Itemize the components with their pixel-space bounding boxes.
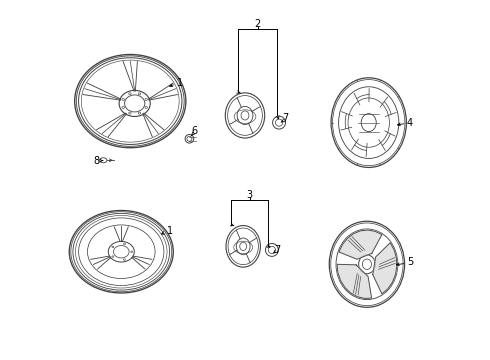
Text: 7: 7 [282,113,289,123]
Text: 7: 7 [274,245,280,255]
Text: 6: 6 [191,126,197,135]
Polygon shape [339,230,382,259]
Text: 3: 3 [246,190,253,200]
Text: 1: 1 [167,226,173,236]
Polygon shape [337,264,371,298]
Text: 8: 8 [93,156,99,166]
Text: 2: 2 [254,19,261,29]
Text: 4: 4 [407,118,413,128]
Text: 5: 5 [407,257,413,267]
Text: 1: 1 [177,78,183,88]
Polygon shape [373,243,397,294]
